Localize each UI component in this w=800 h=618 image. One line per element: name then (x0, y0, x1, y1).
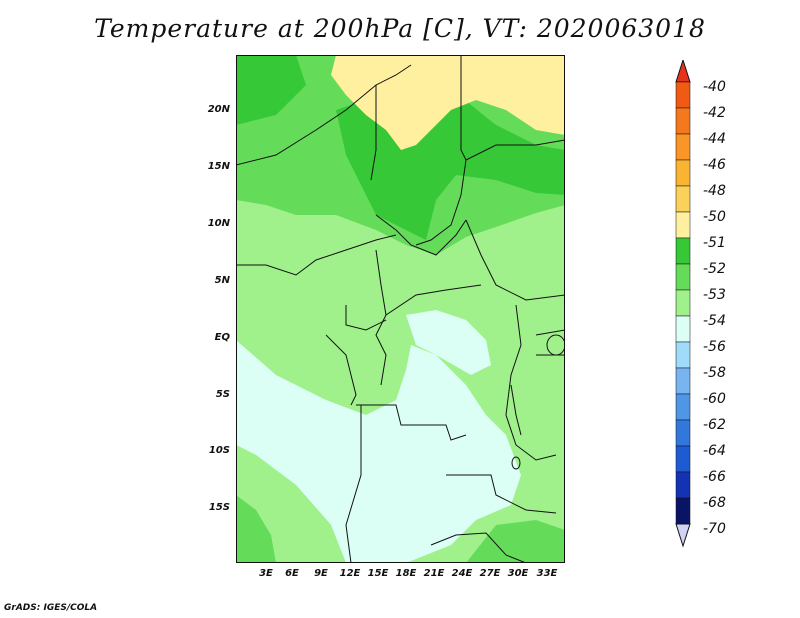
y-tick-15n: 15N (207, 161, 230, 172)
field-minus54 (236, 340, 521, 563)
cb-label-10: -54 (703, 313, 726, 329)
x-tick-21e: 21E (423, 568, 445, 579)
colorbar-swatch (675, 393, 691, 421)
field-minus52-southeast (466, 520, 565, 563)
colorbar-bottom-arrow (675, 523, 691, 548)
colorbar-swatch (675, 445, 691, 473)
y-tick-5s: 5S (215, 389, 230, 400)
field-minus52-southwest (236, 495, 276, 563)
cb-label-2: -42 (703, 105, 726, 121)
colorbar-swatch (675, 419, 691, 447)
x-tick-6e: 6E (285, 568, 299, 579)
country-borders (235, 55, 566, 564)
map-canvas (235, 55, 566, 564)
cb-label-14: -62 (703, 417, 726, 433)
colorbar (675, 60, 691, 548)
x-tick-9e: 9E (314, 568, 328, 579)
cb-label-12: -58 (703, 365, 726, 381)
y-tick-20n: 20N (207, 104, 230, 115)
x-tick-33e: 33E (536, 568, 558, 579)
colorbar-swatch (675, 263, 691, 291)
colorbar-swatch (675, 367, 691, 395)
colorbar-swatch (675, 341, 691, 369)
x-tick-15e: 15E (367, 568, 389, 579)
x-tick-3e: 3E (259, 568, 273, 579)
cb-label-7: -51 (703, 235, 726, 251)
y-tick-eq: EQ (214, 332, 230, 343)
cb-label-15: -64 (703, 443, 726, 459)
cb-label-18: -70 (703, 521, 726, 537)
colorbar-swatch (675, 315, 691, 343)
x-tick-30e: 30E (507, 568, 529, 579)
map-frame (236, 55, 565, 563)
colorbar-swatch (675, 159, 691, 187)
cb-label-8: -52 (703, 261, 726, 277)
y-tick-10n: 10N (207, 218, 230, 229)
cb-label-9: -53 (703, 287, 726, 303)
colorbar-swatch (675, 237, 691, 265)
colorbar-swatch (675, 133, 691, 161)
cb-label-17: -68 (703, 495, 726, 511)
colorbar-swatch (675, 185, 691, 213)
x-tick-27e: 27E (479, 568, 501, 579)
y-tick-10s: 10S (208, 445, 230, 456)
colorbar-swatch (675, 107, 691, 135)
colorbar-top-arrow (675, 60, 691, 83)
cb-label-6: -50 (703, 209, 726, 225)
cb-label-11: -56 (703, 339, 726, 355)
cb-label-1: -40 (703, 79, 726, 95)
colorbar-swatch (675, 289, 691, 317)
colorbar-swatch (675, 471, 691, 499)
cb-label-5: -48 (703, 183, 726, 199)
x-tick-12e: 12E (339, 568, 361, 579)
field-minus51-west (236, 55, 306, 125)
field-minus54-central (406, 310, 491, 375)
colorbar-swatch (675, 497, 691, 525)
map-title: Temperature at 200hPa [C], VT: 202006301… (94, 14, 706, 43)
y-tick-5n: 5N (214, 275, 230, 286)
cb-label-13: -60 (703, 391, 726, 407)
colorbar-swatch (675, 81, 691, 109)
grads-credit: GrADS: IGES/COLA (4, 603, 98, 613)
x-tick-18e: 18E (395, 568, 417, 579)
cb-label-4: -46 (703, 157, 726, 173)
y-tick-15s: 15S (208, 502, 230, 513)
cb-label-16: -66 (703, 469, 726, 485)
x-tick-24e: 24E (451, 568, 473, 579)
temperature-map (235, 55, 566, 564)
cb-label-3: -44 (703, 131, 726, 147)
colorbar-swatch (675, 211, 691, 239)
